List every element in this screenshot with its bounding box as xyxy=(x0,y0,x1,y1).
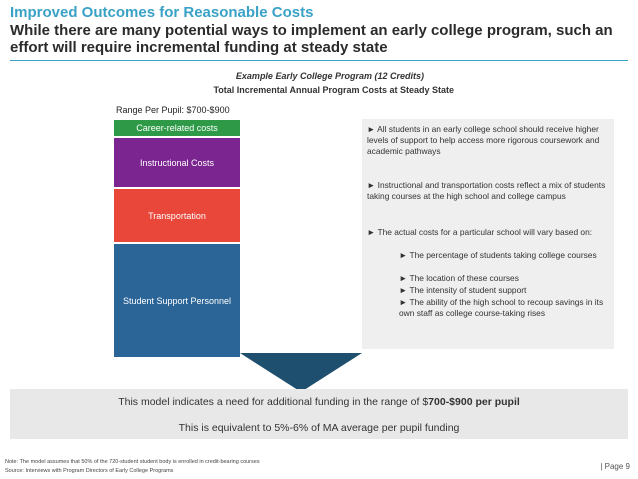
arrow-bullet-icon: ► xyxy=(367,180,376,190)
arrow-bullet-icon: ► xyxy=(399,285,408,295)
note-text: All students in an early college school … xyxy=(367,124,600,156)
arrow-bullet-icon: ► xyxy=(367,124,376,134)
sub-note-item-2: ► The location of these courses xyxy=(399,273,604,284)
page-subtitle: While there are many potential ways to i… xyxy=(10,22,613,56)
page-title: Improved Outcomes for Reasonable Costs xyxy=(10,4,314,21)
note-item-1: ► All students in an early college schoo… xyxy=(367,124,607,157)
range-label: Range Per Pupil: $700-$900 xyxy=(116,105,230,115)
note-text: The intensity of student support xyxy=(409,285,527,295)
conclusion-line-2: This is equivalent to 5%-6% of MA averag… xyxy=(178,422,460,434)
arrow-bullet-icon: ► xyxy=(399,250,408,260)
arrow-bullet-icon: ► xyxy=(399,273,408,283)
bar-segment-label: Transportation xyxy=(148,210,206,221)
note-text: The ability of the high school to recoup… xyxy=(399,297,604,318)
bar-segment-label: Instructional Costs xyxy=(139,157,215,168)
chart-subtitle: Total Incremental Annual Program Costs a… xyxy=(213,85,454,95)
sub-note-item-4: ► The ability of the high school to reco… xyxy=(399,297,604,319)
title-divider xyxy=(10,60,628,61)
conclusion-line-1: This model indicates a need for addition… xyxy=(10,396,628,408)
page-number: | Page 9 xyxy=(600,462,630,471)
arrow-bullet-icon: ► xyxy=(399,297,408,307)
sub-note-item-3: ► The intensity of student support xyxy=(399,285,604,296)
note-text: Instructional and transportation costs r… xyxy=(367,180,606,201)
bar-segment-label: Student Support Personnel xyxy=(122,295,232,306)
note-text: The location of these courses xyxy=(409,273,519,283)
arrow-bullet-icon: ► xyxy=(367,227,376,237)
chart-title: Example Early College Program (12 Credit… xyxy=(235,71,424,81)
note-text: The percentage of students taking colleg… xyxy=(409,250,597,260)
note-item-2: ► Instructional and transportation costs… xyxy=(367,180,607,202)
bar-segment-label: Career-related costs xyxy=(136,123,218,133)
conclusion-highlight: 700-$900 per pupil xyxy=(428,396,520,408)
footnote-note: Note: The model assumes that 50% of the … xyxy=(5,459,260,465)
notes-panel: ► All students in an early college schoo… xyxy=(362,119,614,349)
sub-note-item-1: ► The percentage of students taking coll… xyxy=(399,250,604,261)
bar-segment-instructional-costs: Instructional Costs xyxy=(114,138,240,187)
conclusion-box: This model indicates a need for addition… xyxy=(10,389,628,439)
bar-segment-career-related-costs: Career-related costs xyxy=(114,120,240,136)
bar-segment-student-support-personnel: Student Support Personnel xyxy=(114,244,240,357)
conclusion-text: This model indicates a need for addition… xyxy=(118,396,429,408)
note-item-3: ► The actual costs for a particular scho… xyxy=(367,227,607,238)
note-text: The actual costs for a particular school… xyxy=(377,227,593,237)
footnote-source: Source: Interviews with Program Director… xyxy=(5,468,174,474)
bar-segment-transportation: Transportation xyxy=(114,189,240,242)
